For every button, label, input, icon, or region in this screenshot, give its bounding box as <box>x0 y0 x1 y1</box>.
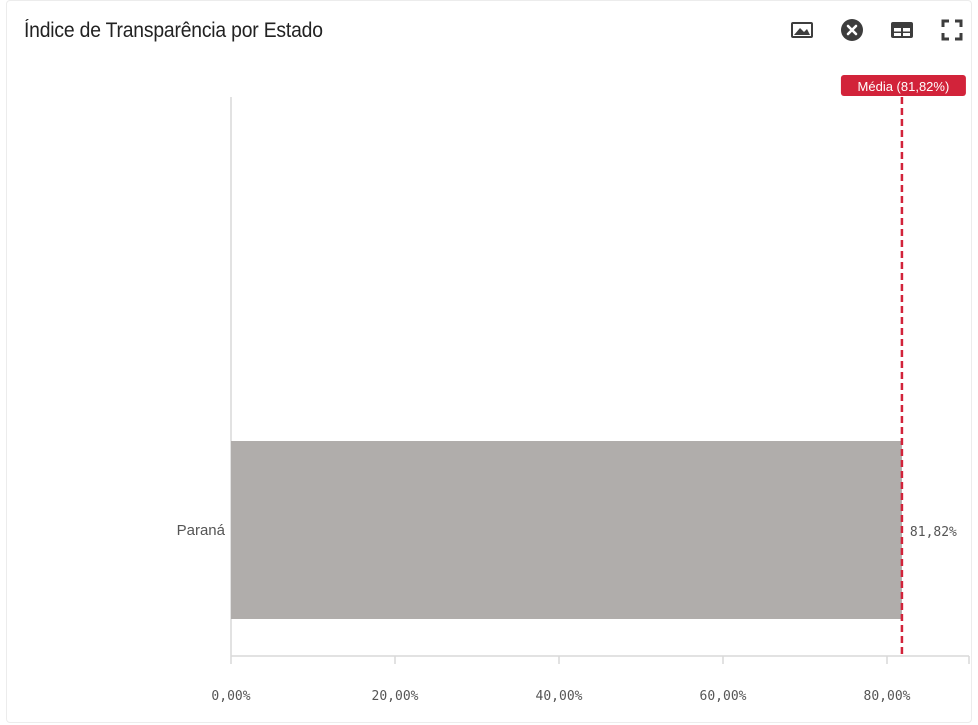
x-tick-label: 60,00% <box>700 689 747 704</box>
fullscreen-icon[interactable] <box>937 17 967 43</box>
average-label-box <box>840 75 966 96</box>
bar <box>231 441 902 619</box>
category-label: Paraná <box>177 522 226 539</box>
x-tick-label: 80,00% <box>864 689 911 704</box>
image-icon[interactable] <box>787 17 817 43</box>
close-circle-icon[interactable] <box>837 17 867 43</box>
x-tick-label: 20,00% <box>372 689 419 704</box>
data-label: 81,82% <box>910 525 957 540</box>
chart-title: Índice de Transparência por Estado <box>24 19 323 42</box>
chart-toolbar <box>787 17 967 43</box>
average-label: Média (81,82%) <box>858 79 950 94</box>
x-tick-label: 40,00% <box>536 689 583 704</box>
x-tick-label: 0,00% <box>211 689 250 704</box>
table-icon[interactable] <box>887 17 917 43</box>
